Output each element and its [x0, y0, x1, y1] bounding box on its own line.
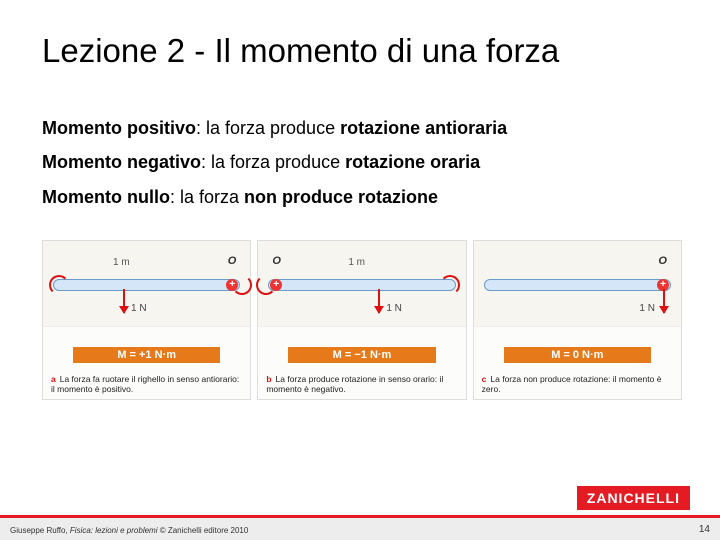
- ruler-icon: [268, 279, 455, 291]
- panel-b-figure: 1 m O + 1 N: [258, 241, 465, 327]
- line-2-bold-1: Momento negativo: [42, 152, 201, 172]
- line-1-bold-2: rotazione antioraria: [340, 118, 507, 138]
- line-2: Momento negativo: la forza produce rotaz…: [42, 150, 678, 174]
- line-1: Momento positivo: la forza produce rotaz…: [42, 116, 678, 140]
- panel-c-letter: c: [482, 374, 487, 384]
- panel-a-caption: aLa forza fa ruotare il righello in sens…: [51, 374, 244, 395]
- rotation-cw-icon: [256, 275, 276, 295]
- panel-a-letter: a: [51, 374, 56, 384]
- line-3: Momento nullo: la forza non produce rota…: [42, 185, 678, 209]
- panel-c-caption-text: La forza non produce rotazione: il momen…: [482, 374, 662, 395]
- panel-b-letter: b: [266, 374, 271, 384]
- panel-b-moment: M = −1 N·m: [288, 347, 435, 363]
- diagram-row: 1 m O + 1 N M = +1 N·m aLa forza fa ruot…: [42, 240, 682, 400]
- ruler-icon: [53, 279, 240, 291]
- panel-a-dim: 1 m: [113, 257, 130, 268]
- rotation-ccw-icon: [232, 275, 252, 295]
- panel-b-force: 1 N: [386, 303, 402, 314]
- panel-a-moment: M = +1 N·m: [73, 347, 220, 363]
- slide: Lezione 2 - Il momento di una forza Mome…: [0, 0, 720, 540]
- publisher-logo: ZANICHELLI: [577, 486, 690, 510]
- panel-c: O + 1 N M = 0 N·m cLa forza non produce …: [473, 240, 682, 400]
- panel-c-moment: M = 0 N·m: [504, 347, 651, 363]
- panel-a-figure: 1 m O + 1 N: [43, 241, 250, 327]
- ruler-icon: [484, 279, 671, 291]
- line-2-mid: : la forza produce: [201, 152, 345, 172]
- line-3-mid: : la forza: [170, 187, 244, 207]
- slide-title: Lezione 2 - Il momento di una forza: [42, 32, 559, 70]
- panel-c-O: O: [658, 255, 667, 267]
- footer: ZANICHELLI Giuseppe Ruffo, Fisica: lezio…: [0, 488, 720, 540]
- copyright-title: Fisica: lezioni e problemi: [70, 526, 158, 535]
- copyright: Giuseppe Ruffo, Fisica: lezioni e proble…: [10, 526, 248, 535]
- force-arrow-icon: [123, 289, 125, 313]
- panel-b-O: O: [272, 255, 281, 267]
- copyright-rest: © Zanichelli editore 2010: [157, 526, 248, 535]
- panel-c-caption: cLa forza non produce rotazione: il mome…: [482, 374, 675, 395]
- rotation-cw-icon: [440, 275, 460, 295]
- panel-a-caption-text: La forza fa ruotare il righello in senso…: [51, 374, 239, 395]
- force-arrow-icon: [663, 289, 665, 313]
- line-1-bold-1: Momento positivo: [42, 118, 196, 138]
- line-1-mid: : la forza produce: [196, 118, 340, 138]
- rotation-ccw-icon: [49, 275, 69, 295]
- line-2-bold-2: rotazione oraria: [345, 152, 480, 172]
- line-3-bold-2: non produce rotazione: [244, 187, 438, 207]
- force-arrow-icon: [378, 289, 380, 313]
- line-3-bold-1: Momento nullo: [42, 187, 170, 207]
- panel-c-figure: O + 1 N: [474, 241, 681, 327]
- panel-b-caption: bLa forza produce rotazione in senso ora…: [266, 374, 459, 395]
- panel-b-dim: 1 m: [348, 257, 365, 268]
- panel-a: 1 m O + 1 N M = +1 N·m aLa forza fa ruot…: [42, 240, 251, 400]
- panel-b-caption-text: La forza produce rotazione in senso orar…: [266, 374, 443, 395]
- panel-c-force: 1 N: [639, 303, 655, 314]
- panel-b: 1 m O + 1 N M = −1 N·m bLa forza produce…: [257, 240, 466, 400]
- panel-a-O: O: [228, 255, 237, 267]
- page-number: 14: [699, 524, 710, 535]
- body-text: Momento positivo: la forza produce rotaz…: [42, 116, 678, 219]
- panel-a-force: 1 N: [131, 303, 147, 314]
- copyright-author: Giuseppe Ruffo,: [10, 526, 70, 535]
